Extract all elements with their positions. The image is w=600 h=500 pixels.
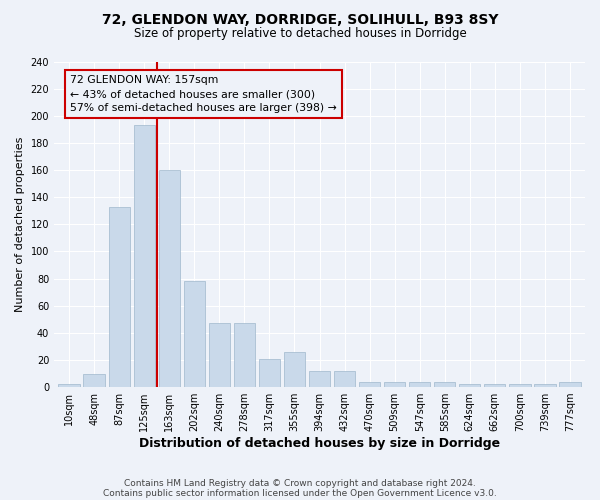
Bar: [209, 324, 230, 387]
Bar: [284, 352, 305, 387]
Text: 72 GLENDON WAY: 157sqm
← 43% of detached houses are smaller (300)
57% of semi-de: 72 GLENDON WAY: 157sqm ← 43% of detached…: [70, 75, 337, 113]
Bar: [459, 384, 481, 387]
Bar: [259, 358, 280, 387]
Bar: [234, 324, 255, 387]
Bar: [58, 384, 80, 387]
Y-axis label: Number of detached properties: Number of detached properties: [15, 136, 25, 312]
Text: Contains HM Land Registry data © Crown copyright and database right 2024.: Contains HM Land Registry data © Crown c…: [124, 478, 476, 488]
Bar: [409, 382, 430, 387]
Bar: [534, 384, 556, 387]
Bar: [309, 371, 330, 387]
Bar: [359, 382, 380, 387]
Bar: [334, 371, 355, 387]
Text: 72, GLENDON WAY, DORRIDGE, SOLIHULL, B93 8SY: 72, GLENDON WAY, DORRIDGE, SOLIHULL, B93…: [102, 12, 498, 26]
Bar: [184, 282, 205, 387]
X-axis label: Distribution of detached houses by size in Dorridge: Distribution of detached houses by size …: [139, 437, 500, 450]
Bar: [509, 384, 530, 387]
Bar: [83, 374, 105, 387]
Bar: [384, 382, 406, 387]
Bar: [109, 206, 130, 387]
Bar: [134, 126, 155, 387]
Bar: [434, 382, 455, 387]
Bar: [559, 382, 581, 387]
Bar: [158, 170, 180, 387]
Bar: [484, 384, 505, 387]
Text: Size of property relative to detached houses in Dorridge: Size of property relative to detached ho…: [134, 28, 466, 40]
Text: Contains public sector information licensed under the Open Government Licence v3: Contains public sector information licen…: [103, 488, 497, 498]
